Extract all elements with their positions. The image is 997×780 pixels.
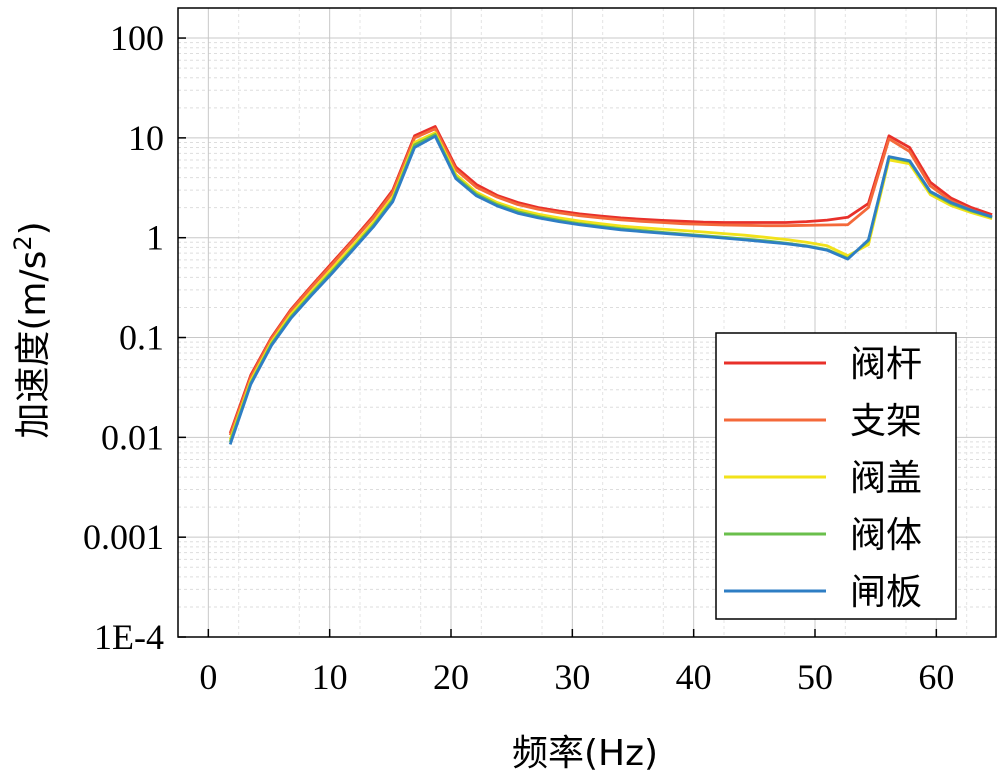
y-tick-label: 100 — [110, 18, 164, 58]
legend-label: 支架 — [850, 401, 922, 442]
x-tick-label: 50 — [797, 657, 833, 697]
y-tick-label: 0.01 — [101, 417, 164, 457]
y-tick-label: 0.001 — [83, 517, 164, 557]
series-lines — [228, 125, 993, 445]
x-tick-label: 40 — [676, 657, 712, 697]
y-axis-title-main: 加速度(m/s — [13, 251, 54, 439]
legend-label: 阀体 — [850, 515, 922, 556]
legend-label: 阀盖 — [850, 458, 922, 499]
series-line-2 — [228, 127, 993, 436]
y-axis-title-close: ) — [13, 221, 54, 235]
axis-ticks: 1E-4 0.001 0.01 0.1 1 10 100 0 10 20 30 40 50 60 — [83, 18, 954, 697]
series-line-3 — [228, 131, 993, 441]
y-axis-title: 加速度(m/s2) — [9, 221, 54, 438]
x-tick-label: 30 — [554, 657, 590, 697]
y-tick-label: 1 — [146, 218, 164, 258]
x-tick-label: 60 — [918, 657, 954, 697]
legend-label: 闸板 — [850, 572, 922, 613]
y-tick-label: 10 — [128, 118, 164, 158]
y-axis-title-superscript: 2 — [9, 235, 37, 250]
x-tick-label: 20 — [433, 657, 469, 697]
y-tick-label: 0.1 — [119, 318, 164, 358]
x-tick-label: 0 — [199, 657, 217, 697]
y-tick-label: 1E-4 — [94, 617, 164, 657]
grid — [178, 7, 997, 638]
series-line-5 — [228, 134, 993, 445]
x-axis-title: 频率(Hz) — [512, 733, 658, 774]
legend-label: 阀杆 — [850, 344, 922, 385]
plot-frame — [177, 7, 997, 638]
x-tick-label: 10 — [312, 657, 348, 697]
